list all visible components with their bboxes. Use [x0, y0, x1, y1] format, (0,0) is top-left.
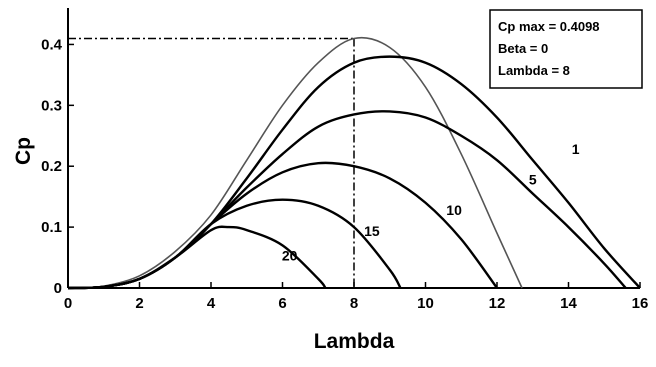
x-tick-label: 4	[207, 295, 216, 312]
x-tick-label: 10	[417, 295, 434, 312]
curve-label-1: 1	[572, 141, 580, 157]
annotation-beta: Beta = 0	[498, 41, 548, 56]
y-tick-label: 0	[54, 280, 62, 297]
curve-beta-0	[67, 36, 523, 289]
curve-label-5: 5	[529, 171, 537, 187]
x-axis-title: Lambda	[314, 330, 395, 353]
x-tick-label: 6	[278, 295, 286, 312]
x-tick-label: 14	[560, 295, 577, 312]
annotation-lambda: Lambda = 8	[498, 63, 570, 78]
y-tick-label: 0.4	[41, 36, 63, 53]
x-tick-label: 0	[64, 295, 72, 312]
series-group	[67, 36, 641, 290]
annotation-box: Cp max = 0.4098 Beta = 0 Lambda = 8	[489, 9, 643, 89]
x-tick-label: 12	[489, 295, 506, 312]
x-tick-label: 8	[350, 295, 358, 312]
curve-beta-5	[67, 110, 627, 290]
y-tick-label: 0.1	[41, 219, 62, 236]
y-axis-title: Cp	[12, 137, 35, 165]
annotation-frame	[489, 9, 643, 89]
curve-beta-15	[67, 198, 402, 290]
ticks: 0 2 4 6 8 10 12 14 16 0 0.1 0.2 0.3 0.4	[41, 36, 648, 312]
curve-label-20: 20	[282, 248, 298, 264]
curve-beta-10	[67, 161, 498, 290]
y-tick-label: 0.2	[41, 158, 62, 175]
x-tick-label: 2	[135, 295, 143, 312]
optimum-guides	[68, 37, 355, 288]
curve-label-15: 15	[364, 223, 380, 239]
curve-beta-20	[67, 225, 327, 290]
curve-label-10: 10	[446, 202, 462, 218]
annotation-cp-max: Cp max = 0.4098	[498, 19, 600, 34]
x-tick-label: 16	[632, 295, 649, 312]
y-tick-label: 0.3	[41, 97, 62, 114]
